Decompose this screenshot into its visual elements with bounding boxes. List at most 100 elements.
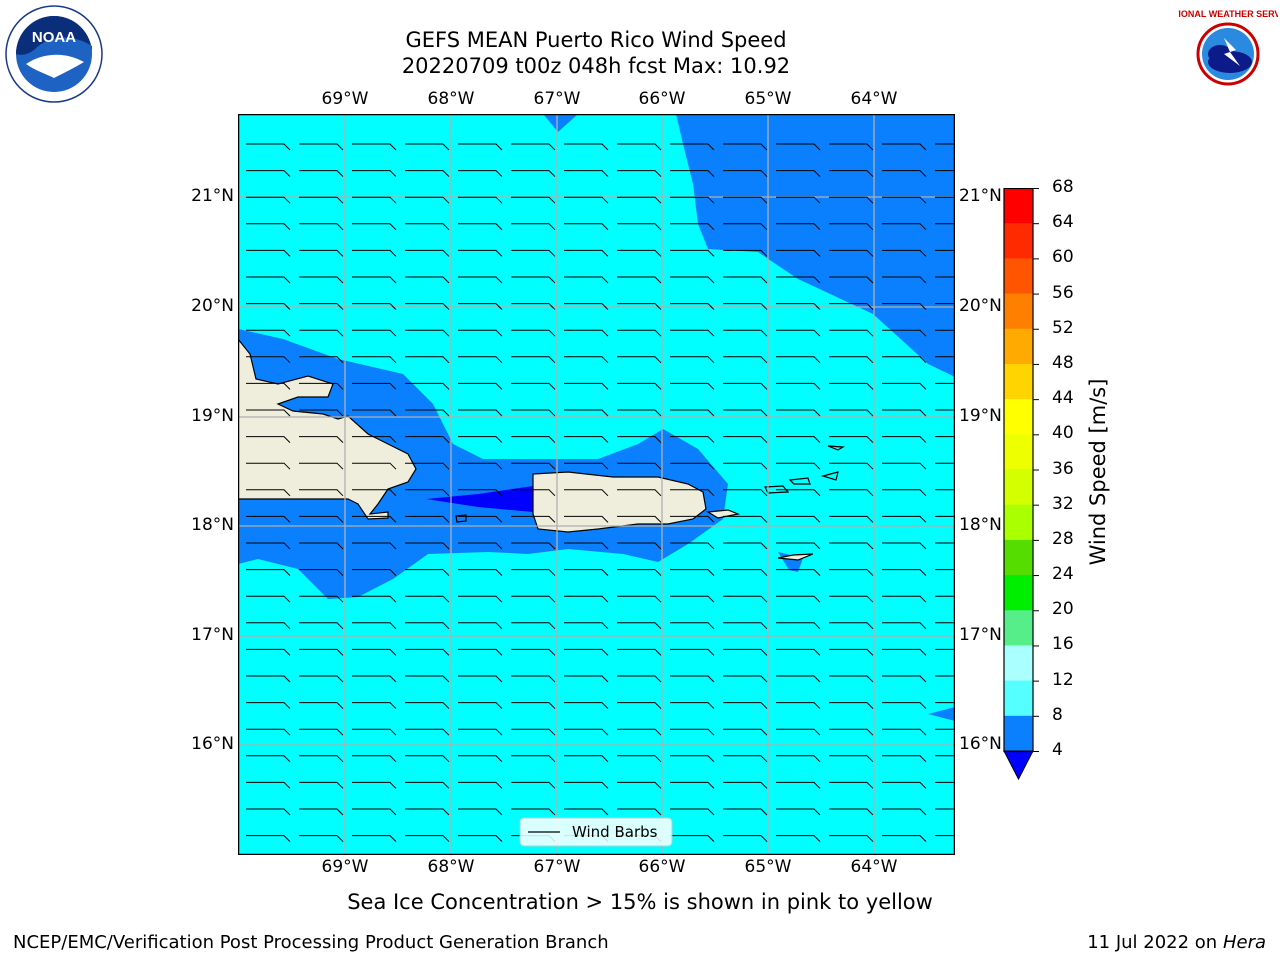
colorbar-segment xyxy=(1004,680,1033,717)
wind-barb xyxy=(458,781,503,789)
wind-barb xyxy=(776,303,821,310)
wind-barb xyxy=(246,249,291,257)
wind-barb xyxy=(246,755,291,763)
wind-barb xyxy=(564,808,609,816)
wind-barb xyxy=(299,569,344,576)
wind-barb xyxy=(458,542,503,550)
wind-barb xyxy=(511,702,556,709)
wind-barb xyxy=(458,303,503,310)
wind-barb xyxy=(564,143,609,151)
wind-barb xyxy=(511,356,556,364)
wind-barb xyxy=(511,436,556,443)
colorbar-segment xyxy=(1004,188,1033,224)
wind-barb xyxy=(405,835,450,842)
wind-barb xyxy=(829,515,874,523)
wind-barb xyxy=(617,595,662,603)
wind-barb xyxy=(511,648,556,656)
colorbar-segment xyxy=(1004,715,1033,752)
wind-barb xyxy=(776,755,821,763)
wind-barb xyxy=(882,835,927,842)
wind-barb xyxy=(246,462,291,470)
map-plot: Wind Barbs xyxy=(237,113,980,856)
land-puerto-rico xyxy=(532,471,707,533)
wind-barb xyxy=(299,276,344,284)
wind-barb xyxy=(723,595,768,603)
wind-barb xyxy=(511,196,556,204)
lat-tick-label: 16°N xyxy=(959,734,1002,754)
lon-tick-label: 68°W xyxy=(427,857,475,877)
wind-barb xyxy=(246,648,291,656)
wind-barb xyxy=(670,835,715,842)
land-virgin-islands xyxy=(764,445,845,494)
colorbar-tick-label: 52 xyxy=(1052,317,1074,338)
colorbar-extend-arrow xyxy=(1003,750,1034,781)
wind-barb xyxy=(776,249,821,257)
wind-barb xyxy=(511,303,556,310)
wind-barb xyxy=(405,755,450,763)
wind-barb xyxy=(405,409,450,417)
colorbar-tick-label: 20 xyxy=(1052,599,1074,620)
wind-barb xyxy=(246,329,291,337)
wind-barb xyxy=(670,223,715,231)
wind-barb xyxy=(723,648,768,656)
wind-barb xyxy=(670,702,715,709)
lat-tick-label: 20°N xyxy=(959,296,1002,316)
wind-barb xyxy=(670,489,715,497)
wind-barb xyxy=(299,196,344,204)
wind-barb xyxy=(617,569,662,576)
wind-barb xyxy=(670,170,715,177)
wind-barb xyxy=(829,728,874,736)
wind-barb xyxy=(405,143,450,151)
wind-barb xyxy=(405,223,450,231)
wind-barb xyxy=(670,436,715,443)
wind-barb xyxy=(458,808,503,816)
wind-barb xyxy=(352,303,397,310)
wind-barb xyxy=(352,329,397,337)
wind-barb xyxy=(458,622,503,630)
wind-barb xyxy=(882,569,927,576)
wind-barb xyxy=(299,382,344,390)
colorbar-tick-label: 60 xyxy=(1052,247,1074,268)
wind-barb xyxy=(564,569,609,576)
wind-barb xyxy=(564,303,609,310)
wind-barb xyxy=(776,356,821,364)
lat-tick-label: 17°N xyxy=(959,625,1002,645)
wind-barb xyxy=(723,702,768,709)
wind-barb xyxy=(299,515,344,523)
wind-barb xyxy=(882,223,927,231)
wind-barb xyxy=(299,489,344,497)
footer-host: Hera xyxy=(1222,932,1266,953)
wind-barb xyxy=(723,781,768,789)
wind-barb xyxy=(617,728,662,736)
wind-barb xyxy=(723,622,768,630)
wind-barb xyxy=(246,835,291,842)
wind-barb xyxy=(246,489,291,497)
wind-barb xyxy=(564,196,609,204)
wind-barb xyxy=(776,462,821,470)
wind-barb xyxy=(511,595,556,603)
wind-barb xyxy=(405,329,450,337)
wind-barb xyxy=(352,409,397,417)
wind-barb xyxy=(458,728,503,736)
wind-barb xyxy=(511,781,556,789)
wind-barb xyxy=(670,249,715,257)
footer-date: 11 Jul 2022 on xyxy=(1087,932,1223,953)
wind-barb xyxy=(352,223,397,231)
wind-barb xyxy=(670,728,715,736)
wind-barb xyxy=(617,276,662,284)
noaa-logo: NOAA xyxy=(4,4,104,104)
wind-barb xyxy=(776,781,821,789)
wind-barb xyxy=(617,356,662,364)
wind-barb xyxy=(723,569,768,576)
wind-barb xyxy=(829,755,874,763)
wind-barb xyxy=(458,648,503,656)
wind-barb xyxy=(564,276,609,284)
wind-barb xyxy=(246,356,291,364)
wind-barb xyxy=(829,436,874,443)
wind-barb xyxy=(776,329,821,337)
wind-barb xyxy=(723,462,768,470)
colorbar-segment xyxy=(1004,293,1033,330)
colorbar-segment xyxy=(1004,539,1033,576)
wind-barb xyxy=(829,569,874,576)
lon-tick-label: 64°W xyxy=(850,89,898,109)
